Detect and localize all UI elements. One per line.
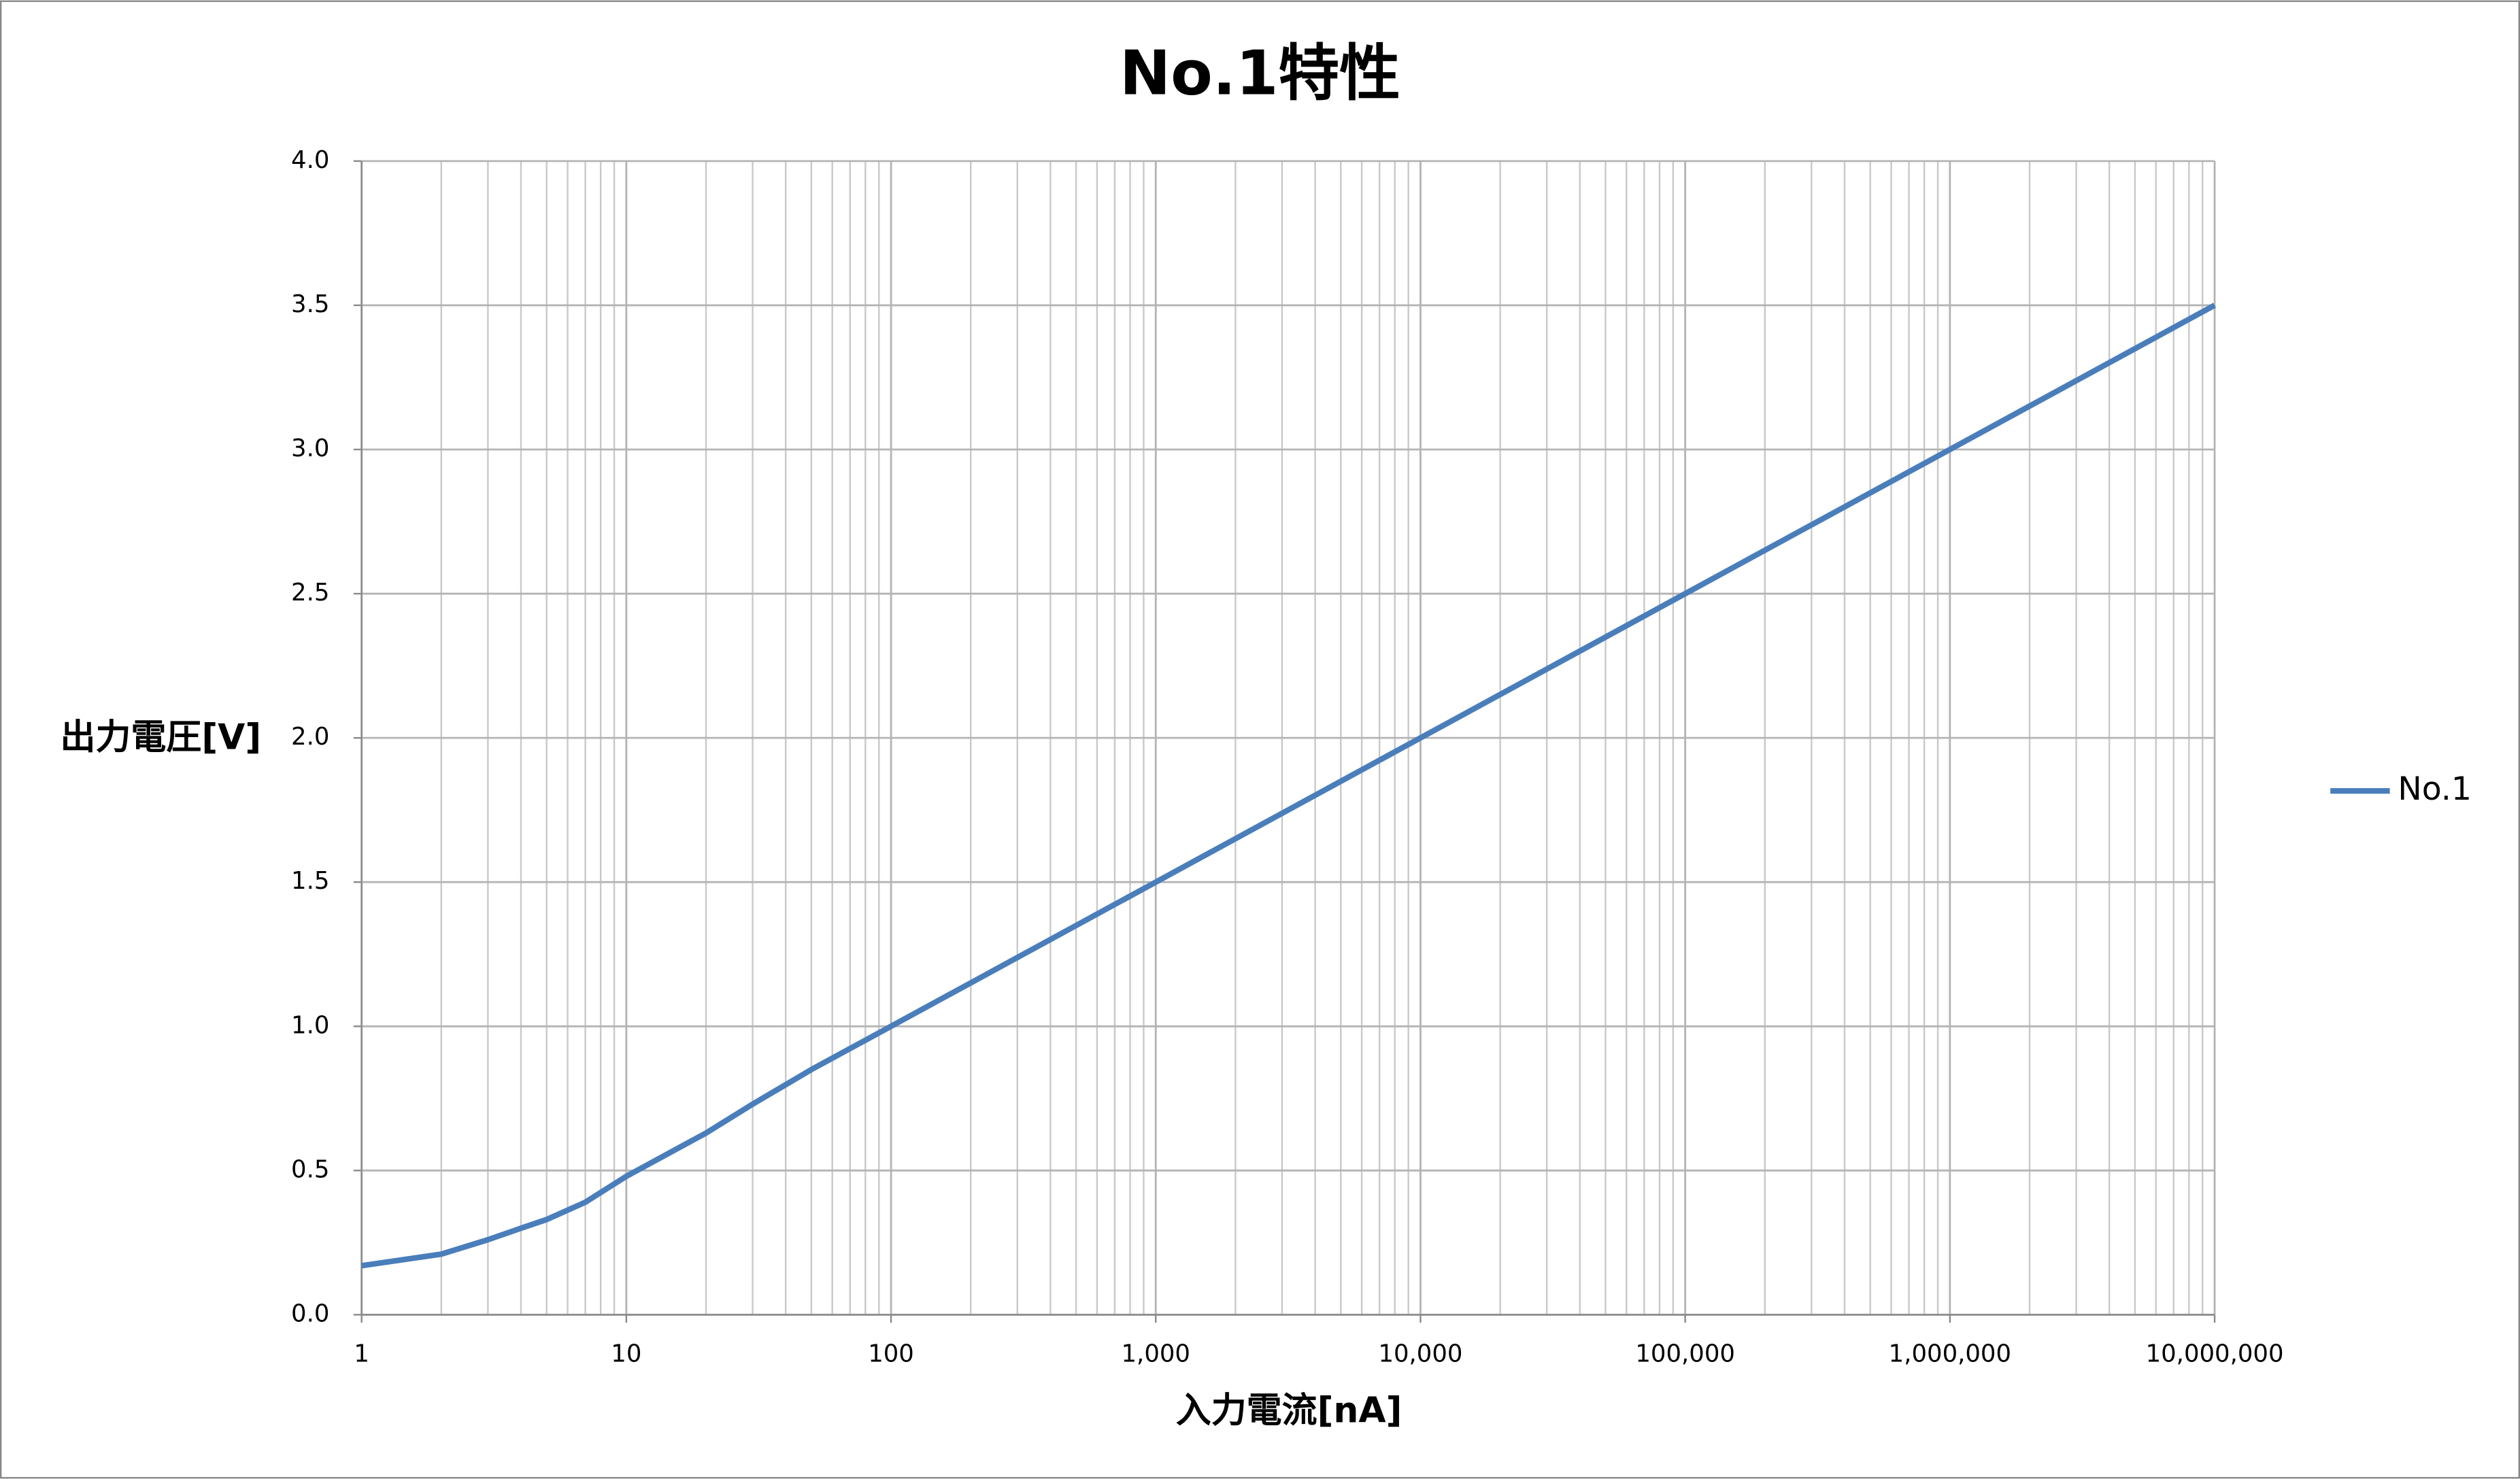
x-tick-label: 10,000,000 (2146, 1340, 2284, 1367)
x-tick-label: 10,000 (1378, 1340, 1462, 1367)
plot (361, 303, 2217, 1269)
y-axis-label: 出力電圧[V] (60, 717, 261, 758)
y-tick-label: 0.5 (291, 1155, 329, 1183)
y-tick-label: 2.5 (291, 579, 329, 607)
y-tick-label: 0.0 (291, 1299, 329, 1327)
y-tick-label: 1.0 (291, 1011, 329, 1039)
x-tick-label: 100 (868, 1340, 914, 1367)
x-tick-label: 10 (611, 1340, 641, 1367)
x-tick-label: 1 (354, 1340, 369, 1367)
x-tick-label: 1,000,000 (1889, 1340, 2011, 1367)
x-tick-label: 100,000 (1635, 1340, 1735, 1367)
chart-title: No.1特性 (1120, 38, 1400, 109)
y-tick-label: 3.5 (291, 290, 329, 318)
x-axis-label: 入力電流[nA] (1176, 1391, 1402, 1431)
x-tick-label: 1,000 (1122, 1340, 1190, 1367)
grid (353, 160, 2216, 1323)
y-tick-label: 4.0 (291, 146, 329, 174)
legend-label: No.1 (2398, 770, 2472, 808)
series-line (361, 303, 2217, 1269)
y-tick-label: 2.0 (291, 723, 329, 751)
y-tick-label: 1.5 (291, 867, 329, 895)
y-tick-label: 3.0 (291, 435, 329, 462)
